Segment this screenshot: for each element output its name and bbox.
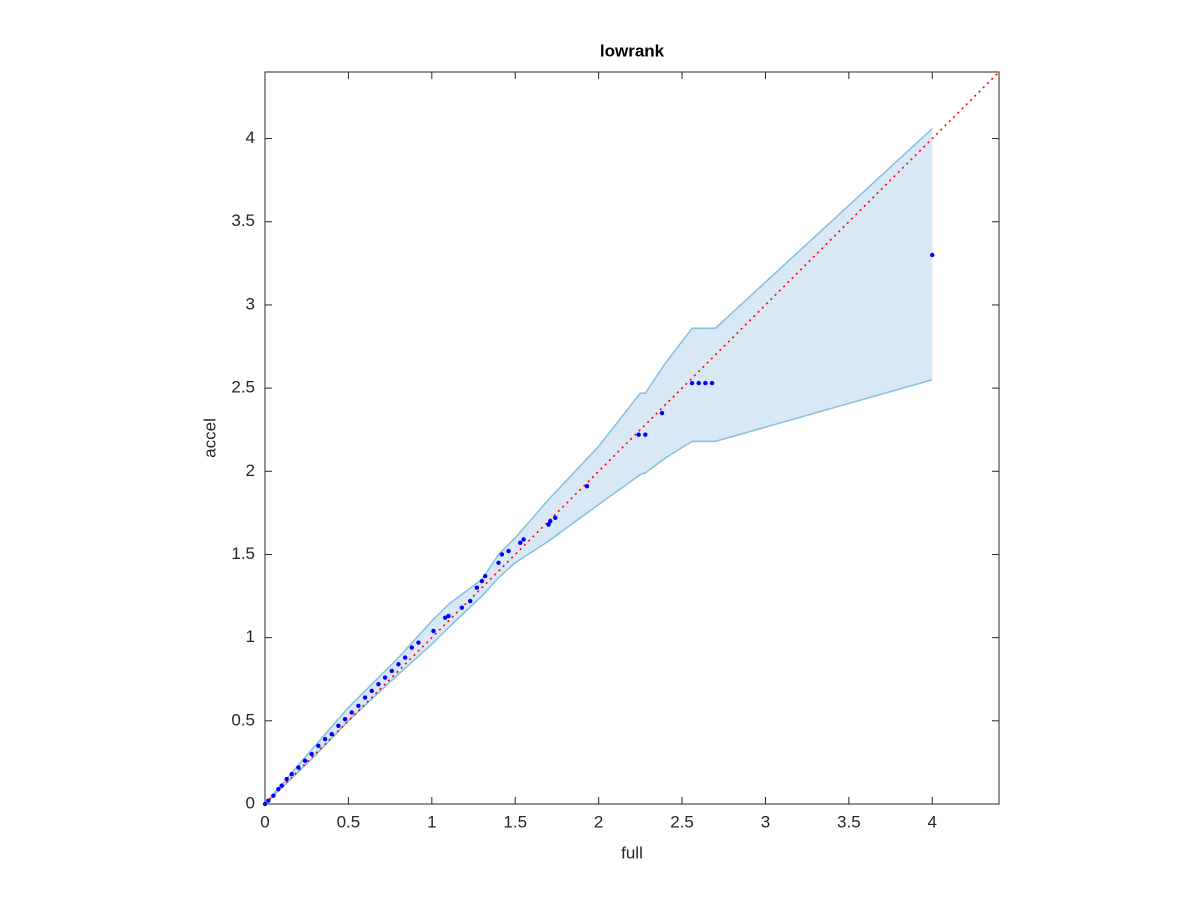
scatter-point [703,380,708,386]
scatter-point [446,613,451,619]
scatter-point [389,668,394,674]
scatter-point [296,765,301,770]
scatter-point [349,710,354,715]
scatter-point [636,432,641,437]
scatter-point [584,484,590,489]
scatter-point [336,723,341,729]
x-tick-label: 0.5 [337,812,361,831]
scatter-point [459,605,465,610]
scatter-point [521,537,526,542]
scatter-point [474,585,480,590]
scatter-point [309,751,314,757]
x-axis-label: full [621,843,643,862]
scatter-point [659,410,665,416]
y-tick-label: 3.5 [231,211,255,230]
scatter-point [316,743,321,748]
scatter-point [442,615,448,620]
scatter-point [709,380,715,386]
scatter-point [369,688,374,694]
scatter-point [416,640,421,645]
scatter-point [362,695,368,700]
y-tick-label: 0.5 [231,710,255,729]
x-tick-label: 2 [594,812,603,831]
y-tick-label: 3 [246,294,255,313]
x-tick-label: 1.5 [503,812,527,831]
y-tick-label: 2.5 [231,378,255,397]
scatter-point [329,731,334,737]
scatter-point [356,703,361,709]
scatter-point [289,771,294,777]
scatter-point [266,798,271,803]
x-tick-label: 1 [427,812,436,831]
scatter-point [376,682,381,687]
scatter-point [696,380,701,386]
y-tick-label: 1 [246,627,255,646]
x-tick-label: 4 [928,812,937,831]
band-fill [265,128,933,805]
scatter-point [402,655,408,660]
scatter-point [322,736,328,742]
scatter-point [496,560,501,565]
scatter-point [279,783,284,788]
scatter-point [284,776,289,782]
scatter-point [396,662,401,667]
x-tick-label: 3.5 [837,812,861,831]
scatter-point [518,540,523,546]
scatter-point [483,573,488,579]
scatter-point [689,380,695,386]
x-tick-label: 3 [761,812,770,831]
scatter-point [479,578,485,584]
scatter-point [643,432,648,437]
scatter-point [467,598,473,604]
y-tick-label: 2 [246,461,255,480]
scatter-point [499,552,505,557]
scatter-point [302,758,308,763]
scatter-point [382,675,388,680]
scatter-point [342,716,348,722]
scatter-point [431,628,436,634]
scatter-point [546,522,551,527]
x-tick-label: 2.5 [670,812,694,831]
x-tick-label: 0 [260,812,269,831]
y-axis-label: accel [200,418,219,458]
axes-box [264,71,1000,805]
scatter-point [930,252,935,258]
chart-title: lowrank [600,41,665,60]
scatter-point [553,515,558,521]
scatter-point [276,786,281,792]
band-lower-edge [264,379,933,805]
y-tick-label: 0 [246,793,255,812]
scatter-point [271,793,276,798]
y-tick-label: 1.5 [231,544,255,563]
scatter-point [548,518,553,524]
y-tick-label: 4 [246,128,255,147]
band-upper-edge [264,128,933,805]
scatter-point [506,548,511,554]
scatter-point [409,645,414,650]
